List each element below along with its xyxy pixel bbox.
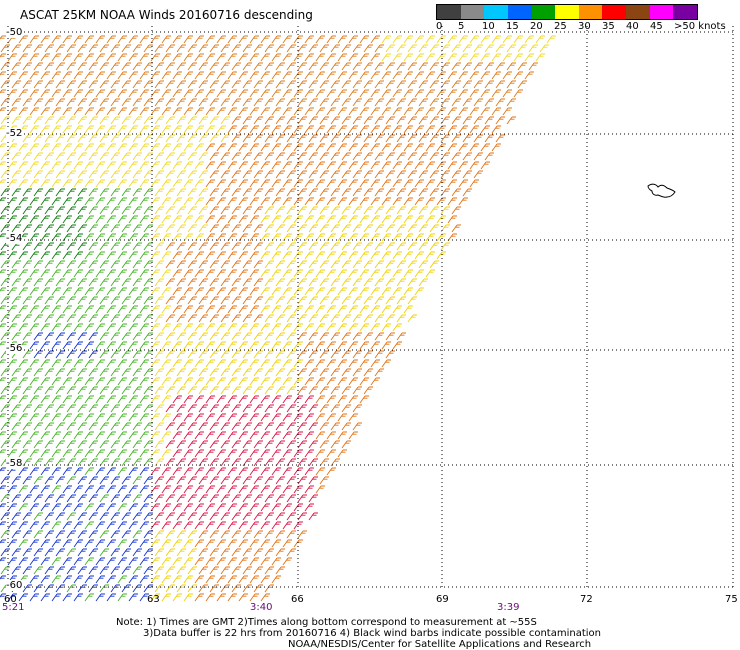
longitude-label: 63 [147, 594, 160, 605]
legend-label: 45 [650, 21, 663, 32]
legend-swatch [507, 5, 532, 19]
legend-label: 25 [554, 21, 567, 32]
legend-swatch [555, 5, 579, 19]
latitude-label: -50 [6, 27, 23, 38]
legend-label: 20 [530, 21, 543, 32]
wind-speed-legend: 0 5 10 15 20 25 30 35 40 45 >50 knots [436, 4, 736, 32]
longitude-label: 69 [436, 594, 449, 605]
legend-label: >50 knots [674, 21, 726, 32]
latitude-label: -58 [6, 458, 23, 469]
legend-swatch [602, 5, 627, 19]
legend-swatch [673, 5, 698, 19]
latitude-label: -54 [6, 233, 23, 244]
longitude-label: 75 [725, 594, 738, 605]
legend-swatch [626, 5, 650, 19]
legend-label: 30 [578, 21, 591, 32]
legend-swatch [649, 5, 674, 19]
footnote-line-3: NOAA/NESDIS/Center for Satellite Applica… [288, 639, 592, 650]
time-label: 5:21 [2, 602, 25, 613]
legend-label: 5 [458, 21, 465, 32]
latitude-label: -56 [6, 343, 23, 354]
time-label: 3:40 [250, 602, 273, 613]
footnote-line-2: 3)Data buffer is 22 hrs from 20160716 4)… [143, 628, 601, 639]
legend-swatch [437, 5, 461, 19]
longitude-label: 72 [580, 594, 593, 605]
legend-swatch [460, 5, 485, 19]
time-label: 3:39 [497, 602, 520, 613]
lat-lon-grid [7, 26, 734, 590]
latitude-label: -52 [6, 128, 23, 139]
legend-color-bar [436, 4, 698, 20]
longitude-label: 66 [291, 594, 304, 605]
longitude-label: 60 [4, 594, 17, 605]
latitude-label: -60 [6, 580, 23, 591]
legend-label: 15 [506, 21, 519, 32]
island-coastline [647, 183, 676, 198]
legend-swatch [484, 5, 508, 19]
legend-swatch [531, 5, 556, 19]
footnote-line-1: Note: 1) Times are GMT 2)Times along bot… [116, 617, 537, 628]
legend-label: 0 [436, 21, 443, 32]
legend-label: 10 [482, 21, 495, 32]
map-title: ASCAT 25KM NOAA Winds 20160716 descendin… [20, 8, 313, 22]
wind-barbs-layer [0, 35, 556, 602]
legend-label: 35 [602, 21, 615, 32]
legend-swatch [578, 5, 603, 19]
legend-label: 40 [626, 21, 639, 32]
